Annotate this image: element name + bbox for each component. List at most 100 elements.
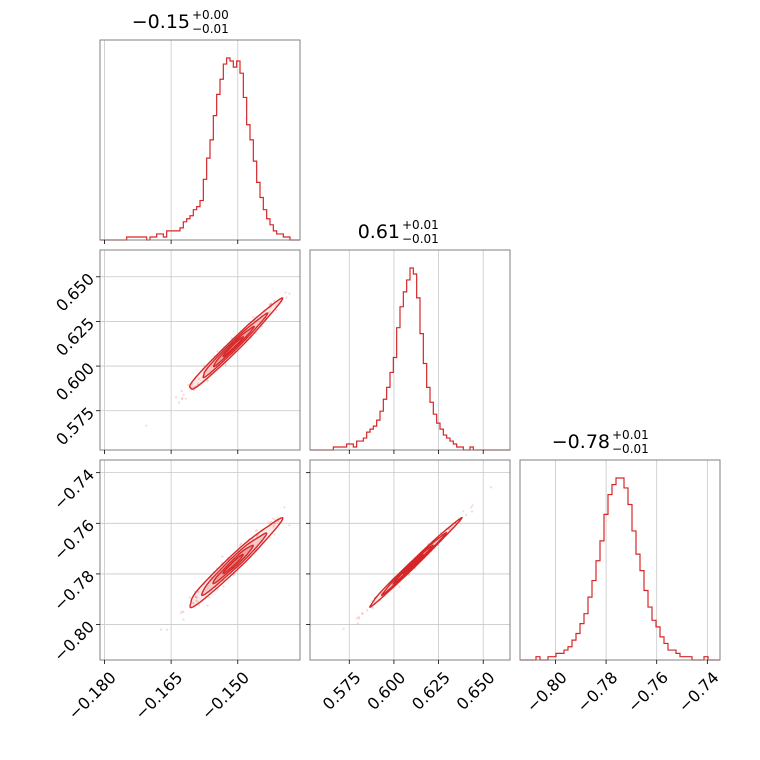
sample-point — [471, 504, 474, 507]
panels: 0.5750.6000.6250.650−0.80−0.78−0.76−0.74… — [50, 39, 723, 723]
titles: −0.15 +0.00−0.010.61 +0.01−0.01−0.78 +0.01−… — [132, 8, 649, 456]
param-title-0: −0.15 +0.00−0.01 — [132, 8, 229, 36]
scatter-panel-1-0 — [96, 249, 301, 454]
sample-point — [197, 590, 200, 593]
sample-point — [358, 617, 361, 620]
xtick-label: −0.74 — [675, 668, 723, 716]
scatter-panel-2-1 — [306, 459, 511, 664]
sample-point — [490, 486, 493, 489]
sample-point — [196, 600, 199, 603]
sample-point — [221, 555, 224, 558]
sample-point — [191, 386, 194, 389]
sample-point — [302, 500, 304, 502]
sample-point — [224, 363, 227, 367]
histogram-panel-1 — [309, 249, 511, 454]
sample-point — [145, 424, 148, 427]
sample-point — [361, 611, 364, 615]
ytick-label: −0.80 — [50, 617, 98, 665]
ytick-label: −0.76 — [50, 516, 98, 564]
param-title-1: 0.61 +0.01−0.01 — [358, 218, 439, 246]
xtick-label: −0.180 — [64, 668, 119, 723]
density-fill-3 — [223, 336, 244, 357]
sample-point — [268, 310, 271, 313]
sample-point — [366, 609, 369, 612]
sample-point — [192, 602, 195, 605]
sample-point — [288, 524, 291, 527]
histogram-panel-2 — [519, 459, 721, 664]
panel-frame-0-0 — [99, 39, 301, 241]
panel-content — [145, 291, 291, 427]
sample-point — [166, 628, 169, 631]
sample-point — [182, 610, 185, 614]
sample-point — [270, 302, 273, 305]
sample-point — [206, 379, 209, 382]
xtick-label: −0.76 — [624, 668, 672, 716]
sample-point — [255, 529, 259, 532]
density-contour-0 — [188, 297, 284, 390]
density-contour-3 — [402, 554, 424, 575]
sample-point — [193, 389, 196, 392]
density-contour-3 — [222, 336, 244, 358]
xtick-label: 0.600 — [363, 668, 409, 714]
sample-point — [194, 596, 197, 599]
sample-point — [269, 302, 273, 305]
sample-point — [254, 332, 257, 335]
sample-point — [273, 533, 276, 536]
sample-point — [240, 542, 243, 545]
param-title-2: −0.78 +0.01−0.01 — [552, 428, 649, 456]
sample-point — [255, 535, 258, 538]
density-fill-3 — [223, 554, 244, 574]
sample-point — [180, 389, 183, 393]
sample-point — [470, 506, 473, 509]
sample-point — [272, 524, 276, 527]
sample-point — [197, 604, 201, 607]
panel-frame-1-1 — [309, 249, 511, 451]
sample-point — [182, 618, 185, 621]
xtick-label: −0.165 — [131, 668, 186, 723]
panel-frame-1-0 — [99, 249, 301, 451]
param-plus-err: +0.01 — [402, 218, 439, 232]
sample-point — [191, 601, 195, 604]
xtick-label: −0.80 — [523, 668, 571, 716]
xtick-label: −0.150 — [198, 668, 253, 723]
sample-point — [206, 380, 209, 383]
sample-point — [272, 517, 275, 520]
panel-frame-2-1 — [309, 459, 511, 661]
sample-point — [464, 513, 468, 517]
sample-point — [357, 616, 360, 619]
sample-point — [188, 596, 191, 599]
density-contour-1 — [380, 531, 448, 597]
sample-point — [288, 292, 291, 295]
sample-point — [222, 585, 225, 588]
param-median: −0.78 — [552, 431, 610, 453]
density-contour-0 — [189, 516, 284, 609]
sample-point — [356, 622, 359, 625]
sample-point — [182, 393, 185, 396]
param-minus-err: −0.01 — [612, 442, 649, 456]
sample-point — [177, 401, 181, 404]
sample-point — [180, 397, 183, 400]
scatter-panel-2-0 — [96, 459, 304, 664]
histogram-panel-0 — [99, 39, 301, 244]
ytick-label: 0.600 — [52, 359, 98, 405]
sample-point — [187, 383, 190, 387]
sample-point — [179, 611, 182, 615]
sample-point — [274, 304, 278, 307]
sample-point — [181, 397, 184, 400]
param-minus-err: −0.01 — [402, 232, 439, 246]
panel-content — [342, 486, 493, 630]
sample-point — [197, 377, 200, 380]
sample-point — [342, 627, 345, 630]
density-contour-2 — [212, 544, 254, 585]
sample-point — [194, 595, 197, 598]
sample-point — [285, 296, 288, 299]
sample-point — [184, 397, 187, 400]
sample-point — [233, 573, 236, 576]
sample-point — [284, 291, 287, 294]
sample-point — [196, 596, 199, 599]
param-median: 0.61 — [358, 221, 400, 243]
sample-point — [273, 522, 277, 525]
sample-point — [206, 604, 209, 607]
panel-content — [159, 500, 304, 631]
sample-point — [462, 510, 465, 513]
